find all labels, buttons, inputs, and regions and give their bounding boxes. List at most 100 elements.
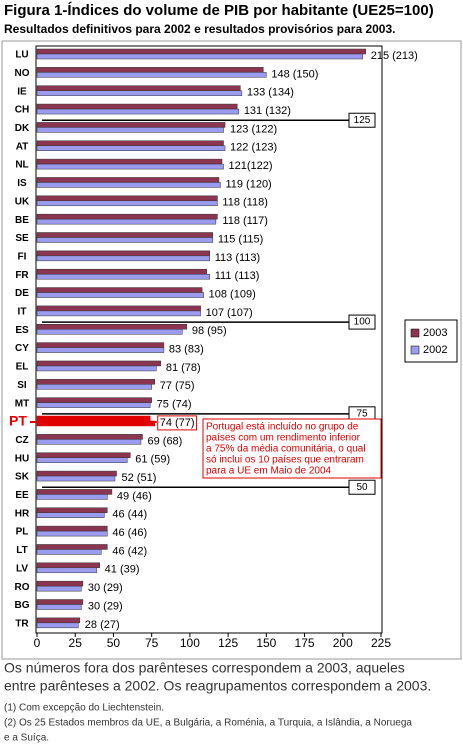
category-label: CY (15, 343, 29, 354)
category-label: MT (15, 398, 29, 409)
bar (36, 397, 152, 403)
bar (36, 324, 188, 330)
category-label: IT (18, 307, 27, 318)
bar (36, 530, 108, 537)
category-label: EE (15, 490, 29, 501)
bar (36, 452, 131, 458)
x-tick-label: 150 (256, 636, 276, 650)
x-tick-label: 50 (107, 636, 121, 650)
bar (36, 200, 218, 207)
value-label: 122 (123) (230, 142, 277, 154)
value-label: 108 (109) (209, 288, 256, 300)
value-label: 121(122) (229, 160, 273, 172)
value-label: 83 (83) (169, 344, 204, 356)
bar (36, 617, 81, 624)
bar (36, 580, 84, 587)
bar (36, 599, 84, 605)
annotation-text: para a UE em Maio de 2004 (206, 466, 332, 477)
bar (36, 512, 105, 518)
bar (36, 457, 128, 463)
bar (36, 127, 224, 133)
bar (36, 329, 183, 335)
threshold-box (348, 314, 376, 330)
bar (36, 268, 207, 275)
category-label: HU (15, 453, 29, 464)
x-tick-label: 175 (295, 636, 315, 650)
bar (36, 305, 201, 312)
bar (36, 360, 162, 367)
bar (36, 420, 155, 427)
bar (36, 402, 151, 408)
category-label: TR (15, 618, 29, 629)
bar (36, 287, 203, 293)
chart-title: Figura 1-Índices do volume de PIB por ha… (4, 2, 434, 19)
category-label: FI (18, 251, 27, 262)
value-label: 28 (27) (85, 619, 120, 631)
bar (36, 255, 211, 262)
annotation-text: países com um rendimento inferior (206, 433, 361, 444)
threshold-label: 50 (356, 482, 368, 493)
category-label: PL (16, 527, 29, 538)
category-label: ES (15, 325, 29, 336)
category-label: EL (16, 362, 29, 373)
bar (36, 273, 211, 280)
bar (36, 292, 204, 298)
bar (36, 365, 157, 372)
bar (36, 158, 223, 165)
value-label: 107 (107) (206, 307, 253, 319)
threshold-label: 125 (354, 115, 371, 126)
bar (36, 85, 241, 91)
note: (1) Com excepção do Liechtenstein. (4, 703, 164, 714)
value-label: 113 (113) (215, 252, 260, 264)
bar (36, 103, 238, 110)
bar (36, 232, 214, 238)
category-label: SI (17, 380, 27, 391)
value-label: 118 (118) (222, 197, 267, 209)
bar (36, 237, 214, 243)
value-label: 115 (115) (218, 233, 263, 245)
legend-frame (404, 319, 458, 363)
note: (2) Os 25 Estados membros da UE, a Bulgá… (4, 718, 412, 729)
value-label: 81 (78) (166, 362, 201, 374)
bar (36, 489, 113, 495)
bar (36, 67, 264, 73)
category-label: NO (15, 68, 30, 79)
footnote: entre parênteses a 2002. Os reagrupament… (4, 678, 431, 694)
category-label: LU (15, 50, 28, 61)
bar (36, 342, 165, 348)
category-label: UK (15, 196, 30, 207)
value-label: 118 (117) (222, 215, 267, 227)
threshold-label: 100 (354, 317, 371, 328)
category-label: BE (15, 215, 29, 226)
bar (36, 163, 224, 170)
category-label: CH (15, 105, 29, 116)
x-tick-label: 25 (69, 636, 83, 650)
value-label: 77 (75) (160, 380, 195, 392)
value-label: 119 (120) (225, 178, 271, 190)
x-tick-label: 75 (145, 636, 159, 650)
category-label: IS (17, 178, 27, 189)
bar (36, 544, 108, 550)
value-label: 49 (46) (117, 490, 152, 502)
bar (36, 525, 108, 532)
footnote: Os números fora dos parênteses correspon… (4, 660, 405, 676)
category-label: SE (15, 233, 29, 244)
category-label: PT (9, 413, 27, 429)
value-label: 75 (74) (157, 399, 192, 411)
category-label: FR (15, 270, 29, 281)
value-label: 133 (134) (247, 87, 294, 99)
bar (36, 494, 108, 500)
bar (36, 48, 366, 55)
chart-frame (1, 40, 462, 660)
value-label: 61 (59) (135, 454, 170, 466)
bar (36, 250, 211, 257)
note: e a Suíça. (4, 733, 49, 744)
bar (36, 549, 102, 555)
legend-swatch (410, 328, 420, 338)
category-label: LT (16, 545, 27, 556)
value-label: 30 (29) (88, 600, 123, 612)
annotation-text: a 75% da média comunitária, o qual (206, 444, 366, 455)
annotation-text: Portugal está incluído no grupo de (206, 422, 359, 433)
bar (36, 213, 218, 220)
category-label: NL (15, 160, 28, 171)
